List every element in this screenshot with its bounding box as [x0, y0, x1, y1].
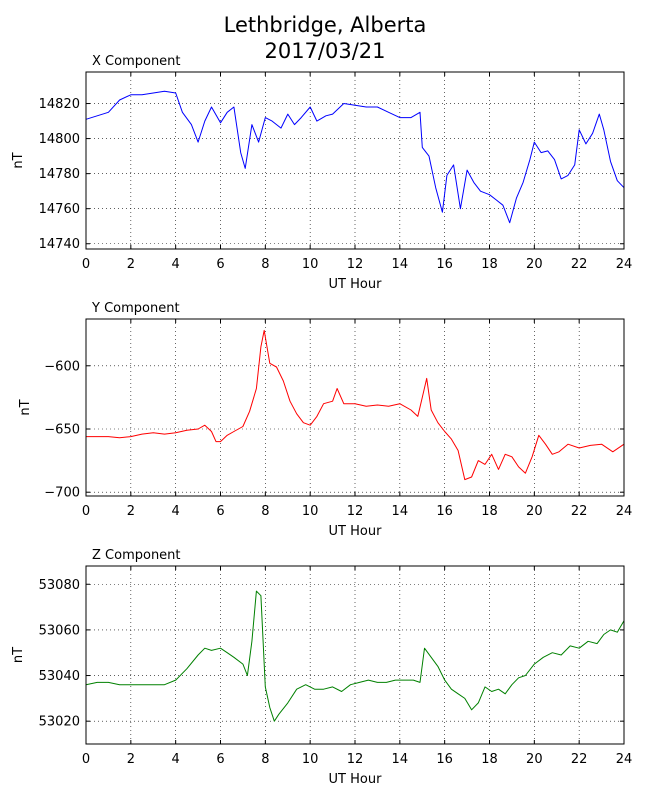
x-tick-label: 18	[481, 504, 498, 519]
x-tick-label: 10	[302, 257, 319, 272]
x-tick-label: 2	[127, 257, 135, 272]
x-tick-label: 4	[172, 257, 180, 272]
x-tick-label: 4	[172, 504, 180, 519]
x-tick-label: 18	[481, 257, 498, 272]
figure-title-line2: 2017/03/21	[264, 39, 386, 63]
x-tick-label: 12	[347, 504, 364, 519]
panel-title: Z Component	[92, 548, 181, 563]
x-tick-label: 8	[261, 752, 269, 767]
y-tick-label: 14820	[39, 97, 80, 112]
x-tick-label: 14	[392, 504, 409, 519]
y-axis-label: nT	[11, 152, 26, 168]
x-tick-label: 12	[347, 257, 364, 272]
x-tick-label: 0	[82, 504, 90, 519]
x-tick-label: 16	[436, 257, 453, 272]
x-tick-label: 12	[347, 752, 364, 767]
series-line	[85, 590, 625, 722]
y-tick-label: 53040	[39, 669, 80, 684]
x-tick-label: 6	[216, 257, 224, 272]
x-tick-label: 6	[216, 752, 224, 767]
y-tick-label: 14760	[39, 202, 80, 217]
x-tick-label: 24	[616, 504, 633, 519]
x-tick-label: 2	[127, 504, 135, 519]
chart-panel-3: 0 2 4 6 8 10 12 14 16 18 20 22 245302053040530605308…	[11, 548, 632, 787]
panel-title: X Component	[92, 54, 181, 69]
y-axis-label: nT	[11, 647, 26, 663]
series-line	[85, 90, 625, 224]
y-tick-label: −600	[44, 359, 80, 374]
y-tick-label: −650	[44, 422, 80, 437]
y-tick-label: 53020	[39, 715, 80, 730]
x-tick-label: 16	[436, 504, 453, 519]
x-tick-label: 4	[172, 752, 180, 767]
x-tick-label: 8	[261, 504, 269, 519]
y-tick-label: −700	[44, 486, 80, 501]
panel-title: Y Component	[91, 301, 180, 316]
x-tick-label: 24	[616, 257, 633, 272]
y-tick-label: 14800	[39, 132, 80, 147]
x-tick-label: 2	[127, 752, 135, 767]
x-tick-label: 10	[302, 752, 319, 767]
series-line	[86, 329, 625, 481]
x-tick-label: 0	[82, 257, 90, 272]
x-tick-label: 16	[436, 752, 453, 767]
y-axis-label: nT	[18, 399, 33, 415]
x-tick-label: 22	[571, 752, 588, 767]
x-tick-label: 22	[571, 504, 588, 519]
x-tick-label: 0	[82, 752, 90, 767]
x-axis-label: UT Hour	[329, 772, 383, 787]
x-tick-label: 22	[571, 257, 588, 272]
x-tick-label: 18	[481, 752, 498, 767]
x-tick-label: 20	[526, 504, 543, 519]
x-tick-label: 14	[392, 752, 409, 767]
x-axis-label: UT Hour	[329, 277, 383, 292]
y-tick-label: 14740	[39, 237, 80, 252]
x-tick-label: 10	[302, 504, 319, 519]
x-tick-label: 6	[216, 504, 224, 519]
figure-title-line1: Lethbridge, Alberta	[223, 13, 427, 37]
y-tick-label: 53060	[39, 623, 80, 638]
x-tick-label: 20	[526, 257, 543, 272]
chart-panel-1: 0 2 4 6 8 10 12 14 16 18 20 22 241474014760147801480…	[11, 54, 632, 292]
x-axis-label: UT Hour	[329, 524, 383, 539]
y-tick-label: 53080	[39, 578, 80, 593]
y-tick-label: 14780	[39, 167, 80, 182]
x-tick-label: 20	[526, 752, 543, 767]
x-tick-label: 14	[392, 257, 409, 272]
x-tick-label: 24	[616, 752, 633, 767]
x-tick-label: 8	[261, 257, 269, 272]
